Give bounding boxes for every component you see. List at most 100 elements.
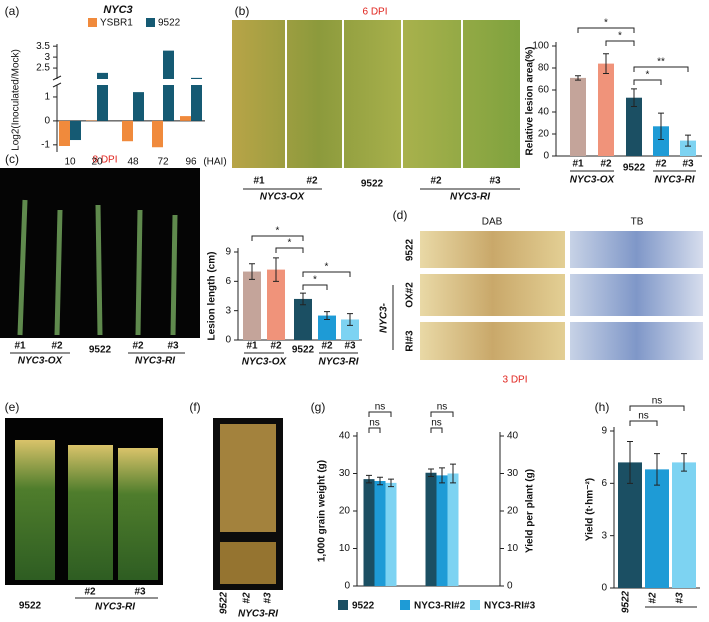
significance-label: * xyxy=(604,18,608,29)
bar xyxy=(97,72,108,121)
photo-label: #3 xyxy=(489,176,501,187)
panel-label: (b) xyxy=(235,4,250,18)
significance-label: * xyxy=(325,262,329,273)
x-tick-label: #2 xyxy=(270,341,282,352)
y-tick-label: 1 xyxy=(44,92,50,103)
significance-label: * xyxy=(288,238,292,249)
error-bar xyxy=(631,88,637,107)
bar xyxy=(133,92,144,121)
y-tick-label: 6 xyxy=(601,478,607,489)
photo-dab xyxy=(420,322,565,360)
bar xyxy=(626,97,642,156)
error-bar xyxy=(347,313,353,326)
error-bar xyxy=(377,476,383,486)
photo-label: #2 xyxy=(430,176,442,187)
y-tick-label: -1 xyxy=(41,139,50,150)
significance-label: ns xyxy=(369,418,380,429)
x-tick-label: #1 xyxy=(246,341,258,352)
bar xyxy=(425,472,437,586)
photo-leaves xyxy=(232,20,520,168)
legend-swatch xyxy=(88,18,97,27)
photo-stems xyxy=(17,199,178,336)
error-bar xyxy=(439,467,445,484)
error-bar xyxy=(273,257,279,282)
panel-label: (c) xyxy=(5,152,19,166)
y-tick-label: 40 xyxy=(339,431,351,442)
y-axis-label: 1,000 grain weight (g) xyxy=(317,460,328,562)
photo-tb xyxy=(570,231,703,268)
bar xyxy=(680,140,696,156)
group-label: NYC3-RI xyxy=(654,175,694,186)
y-tick-label: 0 xyxy=(344,581,350,592)
photo-rice-plant xyxy=(118,448,158,580)
y-axis-label: Lesion length (cm) xyxy=(207,252,218,341)
photo-label: 9522 xyxy=(89,345,112,356)
photo-label: #3 xyxy=(263,592,274,604)
error-bar xyxy=(603,53,609,74)
error-bar xyxy=(388,478,394,488)
significance-bracket xyxy=(605,40,635,46)
y-tick-label: 40 xyxy=(538,107,550,118)
significance-bracket xyxy=(629,405,685,411)
photo-label: #2 xyxy=(306,176,318,187)
error-bar xyxy=(366,474,372,484)
legend-label: 9522 xyxy=(158,18,181,29)
significance-bracket xyxy=(430,411,454,417)
photo-label: #2 xyxy=(51,341,63,352)
group-label: NYC3-RI xyxy=(450,192,490,203)
bar xyxy=(672,462,696,588)
photo-label: #3 xyxy=(134,587,146,598)
y-tick-label: 40 xyxy=(507,431,519,442)
significance-label: * xyxy=(618,31,622,42)
photo-label: #3 xyxy=(167,341,179,352)
y-tick-label: 20 xyxy=(507,506,519,517)
photo-title: 8 DPI xyxy=(92,155,117,166)
y-axis-label: Log2(Inoculated/Mock) xyxy=(11,49,22,151)
y-tick-label: 0 xyxy=(543,151,549,162)
y-tick-label: 0 xyxy=(601,583,607,594)
group-label: NYC3-OX xyxy=(570,175,616,186)
significance-bracket xyxy=(577,27,635,33)
error-bar xyxy=(428,468,434,477)
x-tick-label: 9522 xyxy=(621,590,632,613)
photo-label: 9522 xyxy=(361,179,384,190)
x-tick-label: 72 xyxy=(157,157,169,168)
photo-footer: 3 DPI xyxy=(502,375,527,386)
photo-tb xyxy=(570,274,703,316)
significance-bracket xyxy=(251,235,304,241)
bar xyxy=(598,63,614,156)
row-label: OX#2 xyxy=(405,282,416,308)
group-label: NYC3-RI xyxy=(238,609,278,620)
legend-swatch xyxy=(400,600,410,610)
y-tick-label: 80 xyxy=(538,63,550,74)
error-bar xyxy=(300,292,306,306)
y-tick-label: 10 xyxy=(339,543,351,554)
significance-bracket xyxy=(368,411,392,417)
panel-label: (d) xyxy=(393,208,408,222)
y-tick-label: 10 xyxy=(507,543,519,554)
y-tick-label: 3 xyxy=(601,530,607,541)
error-bar xyxy=(654,453,660,486)
error-bar xyxy=(575,75,581,81)
x-tick-label: 9522 xyxy=(292,345,315,356)
row-group-label: NYC3- xyxy=(379,302,390,333)
y-tick-label: 6 xyxy=(225,276,231,287)
group-label: NYC3-OX xyxy=(242,357,288,368)
x-tick-label: #2 xyxy=(655,159,667,170)
bar xyxy=(243,271,261,340)
significance-bracket xyxy=(629,420,658,426)
significance-bracket xyxy=(633,79,662,85)
panel-label: (g) xyxy=(311,400,326,414)
significance-label: ns xyxy=(431,418,442,429)
photo-dab xyxy=(420,231,565,268)
photo-rice-plant xyxy=(15,440,55,580)
error-bar xyxy=(450,463,456,484)
bar xyxy=(122,120,133,142)
photo-dab xyxy=(420,274,565,316)
bar xyxy=(436,475,448,586)
y-tick-label: 20 xyxy=(339,506,351,517)
panel-label: (a) xyxy=(5,4,20,18)
photo-tb xyxy=(570,322,703,360)
significance-bracket xyxy=(633,66,689,72)
